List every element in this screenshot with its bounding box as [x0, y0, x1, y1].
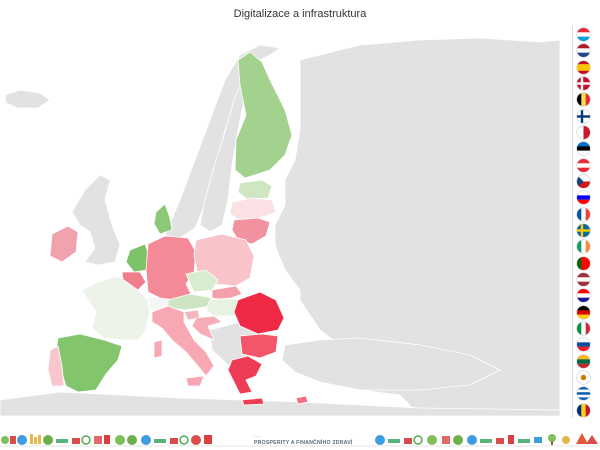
country-croatia[interactable] — [191, 315, 223, 341]
bench-icon — [404, 438, 412, 444]
flag-slovakia — [577, 338, 590, 352]
country-estonia[interactable] — [237, 179, 273, 201]
footer-illustration-strip — [0, 433, 600, 447]
footer-icons-left — [1, 434, 212, 445]
bush-icon — [453, 435, 463, 445]
flag-germany — [577, 305, 590, 319]
country-latvia[interactable] — [229, 197, 277, 221]
flag-austria — [577, 158, 590, 172]
car-icon — [480, 439, 492, 443]
eu-countries — [47, 51, 309, 406]
flag-france — [577, 207, 590, 221]
country-crete[interactable] — [241, 397, 265, 406]
car-icon — [388, 439, 400, 443]
country-denmark[interactable] — [153, 203, 173, 235]
flag-spain — [577, 60, 590, 74]
country-germany[interactable] — [145, 235, 197, 301]
tree-icon — [427, 435, 437, 445]
footer-icons-right — [375, 433, 598, 445]
flag-slovenia — [577, 191, 590, 205]
brand-text: PROSPERITY A FINANČNÍHO ZDRAVÍ — [254, 440, 353, 446]
brand-logo: ····· PROSPERITY A FINANČNÍHO ZDRAVÍ — [254, 434, 354, 446]
wheel-icon — [413, 435, 423, 445]
tree-icon — [548, 434, 556, 442]
house-icon — [94, 436, 102, 444]
country-lithuania[interactable] — [231, 217, 271, 245]
non-eu-land — [0, 37, 560, 416]
wheel-icon — [81, 435, 91, 445]
car-icon — [56, 439, 68, 443]
wheel-icon — [179, 435, 189, 445]
country-bulgaria[interactable] — [239, 333, 279, 359]
ball-icon — [191, 435, 201, 445]
globe-icon — [17, 435, 27, 445]
country-france[interactable] — [81, 275, 151, 341]
bar-icon — [38, 435, 41, 444]
country-romania[interactable] — [233, 291, 285, 335]
car-icon — [518, 439, 530, 443]
flag-estonia — [577, 142, 590, 156]
flag-romania — [577, 403, 590, 417]
globe-icon — [467, 435, 477, 445]
map-title: Digitalizace a infrastruktura — [233, 8, 367, 20]
flag-netherlands — [577, 44, 590, 58]
building-icon — [508, 435, 514, 444]
flag-luxembourg — [577, 28, 590, 41]
flag-legend — [572, 26, 595, 418]
flag-ireland — [577, 240, 590, 254]
bush-icon — [127, 435, 137, 445]
country-portugal[interactable] — [47, 345, 65, 387]
house-icon — [442, 436, 450, 444]
country-sardinia[interactable] — [153, 339, 163, 359]
flag-lithuania — [577, 354, 590, 368]
flag-finland — [577, 109, 590, 123]
flag-croatia — [577, 289, 590, 303]
europe-choropleth-map — [0, 26, 560, 416]
tree-icon — [1, 436, 9, 444]
flag-malta — [577, 126, 590, 139]
bar-icon — [30, 434, 33, 444]
car-icon — [154, 439, 166, 443]
country-czechia[interactable] — [185, 269, 219, 293]
flag-czechia — [577, 175, 590, 188]
flag-latvia — [577, 273, 590, 286]
country-slovakia[interactable] — [211, 285, 243, 301]
flag-cyprus — [577, 371, 590, 384]
building-icon — [204, 435, 212, 444]
country-sicily[interactable] — [185, 375, 205, 387]
building-icon — [104, 435, 110, 444]
bench-icon — [496, 438, 504, 444]
flag-greece — [577, 387, 590, 401]
globe-icon — [375, 435, 385, 445]
bench-icon — [170, 438, 178, 444]
flag-sweden — [577, 224, 590, 237]
bench-icon — [72, 438, 80, 444]
brand-dots: ····· — [254, 434, 262, 439]
flag-italy — [577, 322, 590, 335]
mountain-icon — [576, 433, 588, 444]
bush-icon — [43, 435, 53, 445]
country-cyprus[interactable] — [295, 395, 309, 405]
flag-denmark — [577, 77, 590, 90]
building-icon — [10, 436, 16, 444]
tree-icon — [115, 435, 125, 445]
mountain-icon — [586, 435, 598, 444]
country-greece[interactable] — [227, 355, 263, 395]
bar-icon — [34, 437, 37, 444]
globe-icon — [141, 435, 151, 445]
flag-belgium — [577, 93, 590, 107]
country-finland[interactable] — [234, 51, 293, 179]
country-italy[interactable] — [151, 305, 215, 377]
flag-portugal — [577, 256, 590, 270]
sun-icon — [562, 436, 570, 444]
flag-icon — [534, 437, 542, 443]
country-ireland[interactable] — [49, 225, 79, 263]
